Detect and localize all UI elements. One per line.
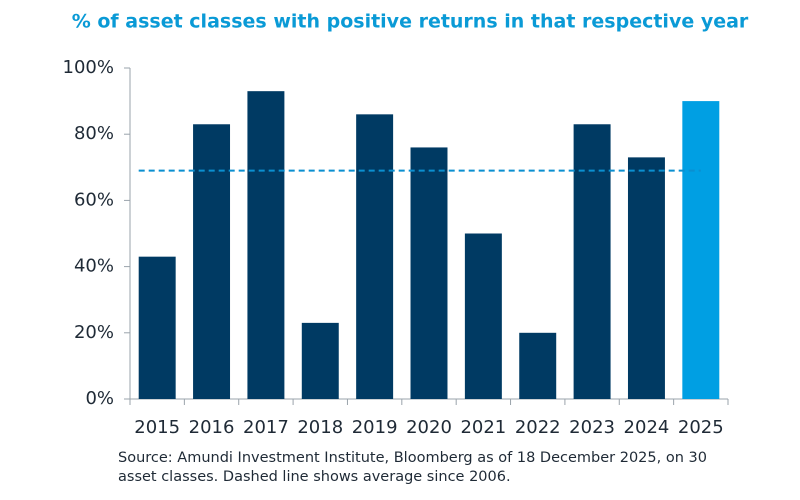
y-tick-label: 60% — [74, 189, 114, 210]
bar — [410, 147, 448, 399]
y-tick-label: 100% — [63, 57, 114, 78]
bar — [301, 322, 339, 399]
y-tick-label: 0% — [85, 388, 114, 409]
x-tick-label: 2015 — [134, 417, 180, 438]
x-tick-label: 2018 — [297, 417, 343, 438]
x-tick-label: 2025 — [678, 417, 724, 438]
x-tick-label: 2023 — [569, 417, 615, 438]
x-tick-label: 2022 — [515, 417, 561, 438]
bar — [193, 124, 231, 400]
bar — [573, 124, 611, 400]
x-tick-label: 2019 — [352, 417, 398, 438]
bar — [247, 91, 285, 400]
y-tick-label: 80% — [74, 123, 114, 144]
bar — [627, 157, 665, 399]
x-tick-label: 2016 — [189, 417, 235, 438]
bar — [356, 114, 394, 399]
chart-title: % of asset classes with positive returns… — [72, 11, 749, 33]
y-tick-label: 40% — [74, 256, 114, 277]
footnote: Source: Amundi Investment Institute, Blo… — [118, 450, 707, 485]
x-tick-label: 2021 — [460, 417, 506, 438]
bar — [519, 332, 557, 399]
x-tick-label: 2024 — [624, 417, 670, 438]
bar — [138, 256, 176, 399]
x-tick-label: 2017 — [243, 417, 289, 438]
y-tick-label: 20% — [74, 322, 114, 343]
bar — [464, 233, 502, 399]
bar — [682, 101, 720, 399]
x-tick-label: 2020 — [406, 417, 452, 438]
